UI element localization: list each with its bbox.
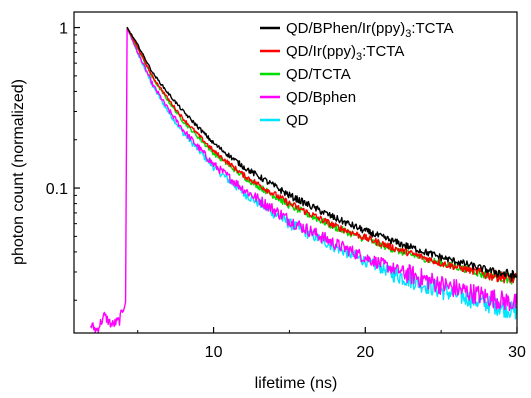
plot-frame xyxy=(73,11,518,334)
x-axis-label: lifetime (ns) xyxy=(255,375,338,392)
y-tick-label: 0.1 xyxy=(46,181,68,198)
legend-label: QD/BPhen/Ir(ppy)3:TCTA xyxy=(286,20,454,40)
legend-label: QD/Ir(ppy)3:TCTA xyxy=(286,43,404,63)
y-axis-label: photon count (normalized) xyxy=(10,79,27,265)
legend-label: QD/Bphen xyxy=(286,89,356,106)
legend-label: QD xyxy=(286,112,309,129)
legend: QD/BPhen/Ir(ppy)3:TCTA QD/Ir(ppy)3:TCTA QD… xyxy=(260,20,454,129)
x-tick-label: 30 xyxy=(508,344,526,361)
legend-label: QD/TCTA xyxy=(286,66,351,83)
series-line-2 xyxy=(126,27,518,284)
series-layer xyxy=(90,26,518,333)
x-tick-label: 20 xyxy=(356,344,374,361)
y-tick-label: 1 xyxy=(59,21,68,38)
series-line-1 xyxy=(126,26,518,282)
ticks-layer: 10 20 30 0.1 1 xyxy=(46,21,526,361)
x-tick-label: 10 xyxy=(205,344,223,361)
series-line-4 xyxy=(90,27,518,333)
